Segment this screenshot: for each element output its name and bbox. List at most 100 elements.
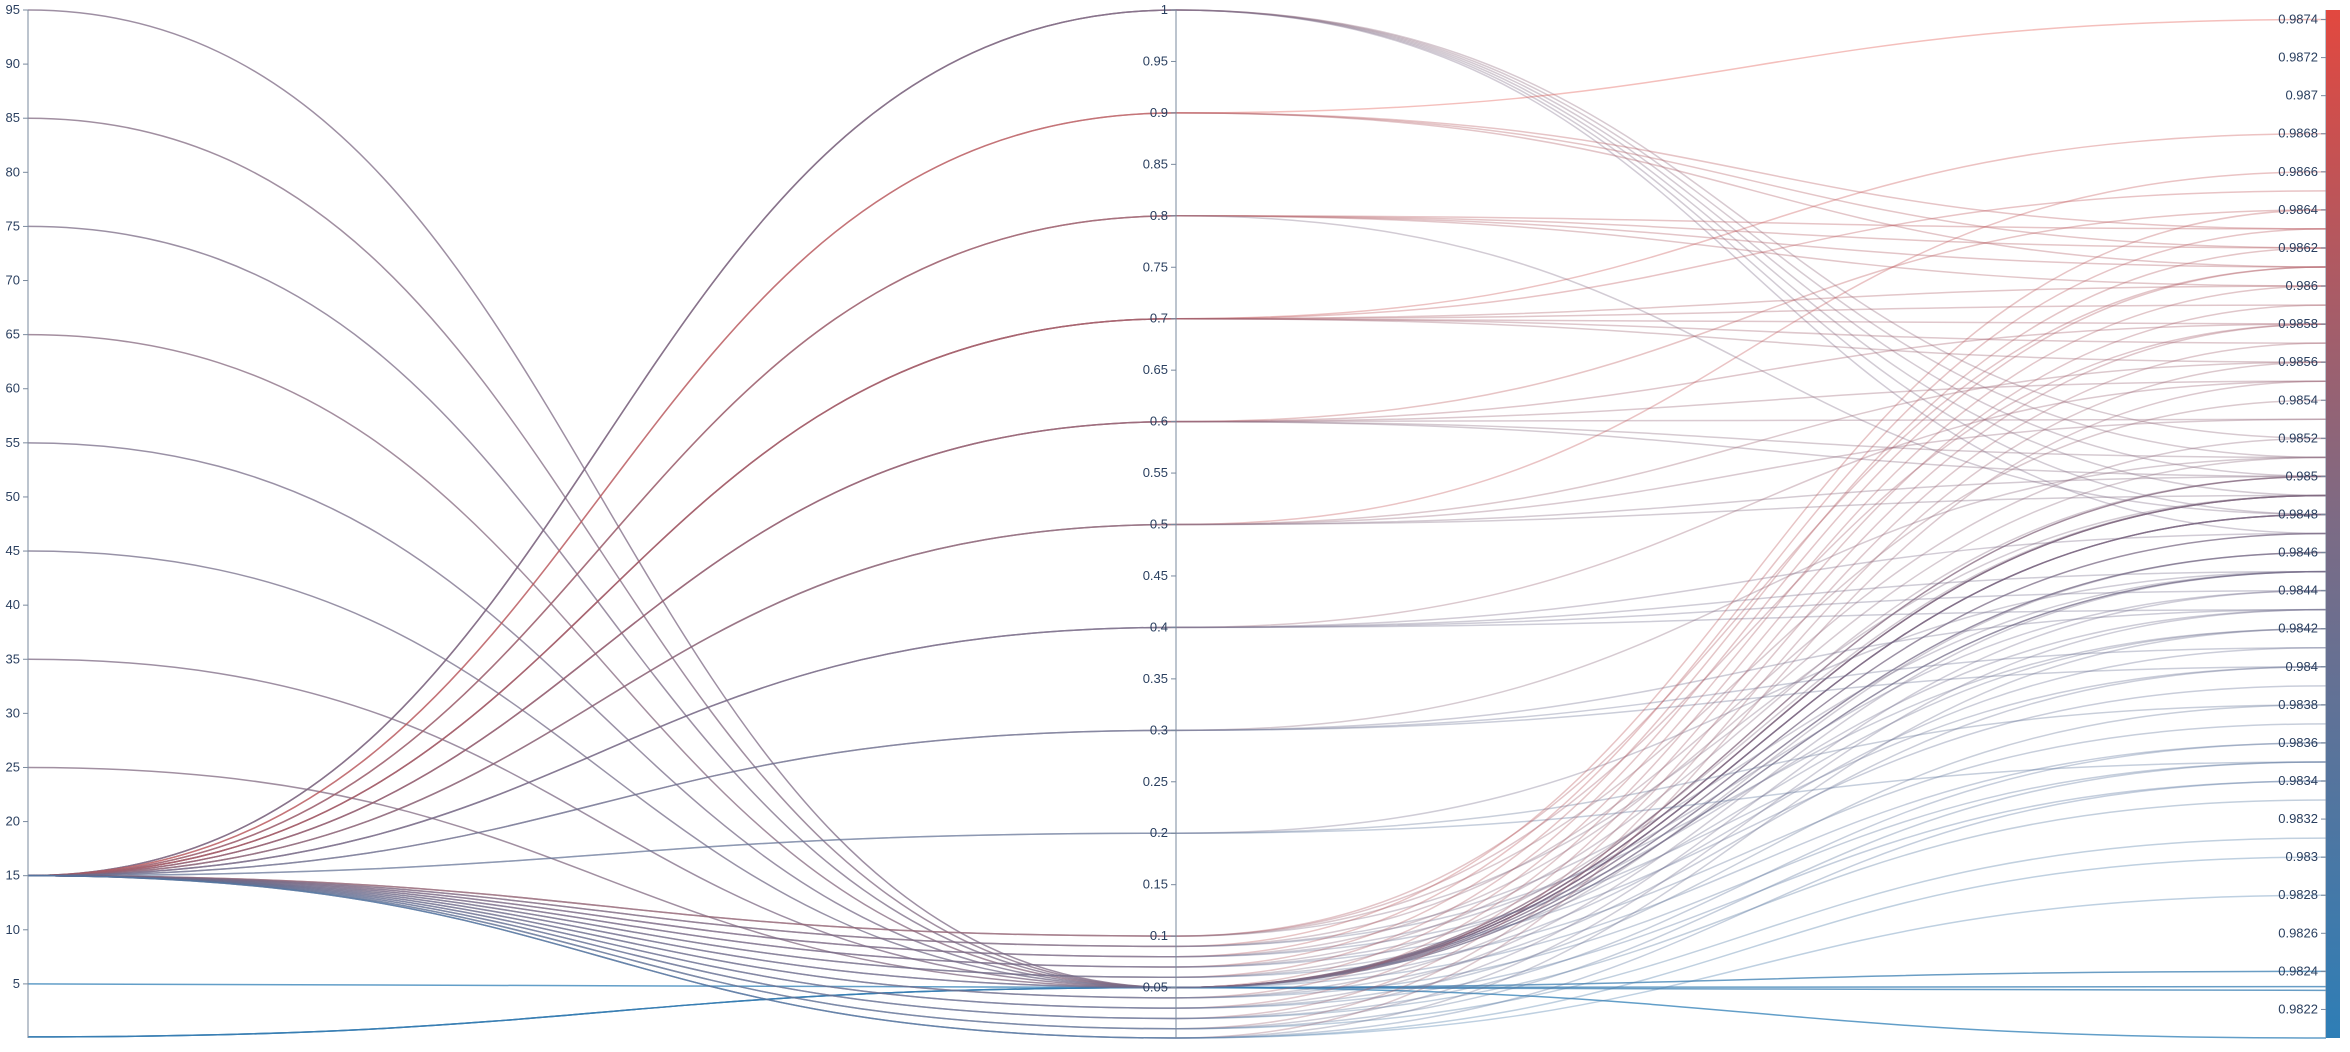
data-line-76 bbox=[27, 723, 2327, 979]
data-line-48 bbox=[27, 608, 2327, 877]
data-line-43 bbox=[27, 494, 2327, 877]
data-line-86 bbox=[27, 570, 2327, 1009]
data-line-1 bbox=[27, 117, 2327, 989]
data-line-55 bbox=[27, 704, 2327, 877]
axis-2-tick-label: 0.983 bbox=[2285, 849, 2318, 864]
axis-2-tick-label: 0.9832 bbox=[2278, 811, 2318, 826]
axis-0-tick-label: 40 bbox=[6, 597, 20, 612]
axis-2-tick-label: 0.9844 bbox=[2278, 583, 2318, 598]
axis-0-tick-label: 5 bbox=[13, 976, 20, 991]
data-line-7 bbox=[27, 494, 2327, 989]
data-line-80 bbox=[27, 742, 2327, 989]
data-line-94 bbox=[27, 608, 2327, 1030]
data-line-39 bbox=[27, 323, 2327, 877]
data-line-73 bbox=[27, 266, 2327, 979]
axis-0-tick-label: 30 bbox=[6, 705, 20, 720]
data-line-36 bbox=[27, 418, 2327, 877]
axis-0-tick-label: 50 bbox=[6, 489, 20, 504]
axis-2-tick-label: 0.9842 bbox=[2278, 621, 2318, 636]
data-line-25 bbox=[27, 215, 2327, 877]
data-line-23 bbox=[27, 215, 2327, 877]
data-line-12 bbox=[27, 9, 2327, 877]
axis-2-tick-label: 0.984 bbox=[2285, 659, 2318, 674]
data-line-44 bbox=[27, 475, 2327, 877]
axis-0-tick-label: 10 bbox=[6, 922, 20, 937]
axis-2-tick-label: 0.9858 bbox=[2278, 316, 2318, 331]
data-line-71 bbox=[27, 608, 2327, 968]
data-line-77 bbox=[27, 285, 2327, 989]
data-line-33 bbox=[27, 317, 2327, 877]
data-line-58 bbox=[27, 323, 2327, 937]
axis-1-tick-label: 0.2 bbox=[1150, 825, 1168, 840]
axes: 5 10 15 20 25 30 35 40 45 50 55 60 65 70 75 80 85 90 95 0.0… bbox=[6, 2, 2327, 1038]
axis-2-tick-label: 0.987 bbox=[2285, 88, 2318, 103]
axis-0-tick-label: 90 bbox=[6, 56, 20, 71]
data-line-17 bbox=[27, 9, 2327, 877]
data-line-84 bbox=[27, 761, 2327, 999]
data-line-26 bbox=[27, 215, 2327, 877]
axis-2-tick-label: 0.9852 bbox=[2278, 430, 2318, 445]
data-line-67 bbox=[27, 589, 2327, 958]
data-line-63 bbox=[27, 570, 2327, 948]
data-line-0 bbox=[27, 9, 2327, 989]
axis-2-tick-label: 0.9874 bbox=[2278, 12, 2318, 27]
data-line-70 bbox=[27, 475, 2327, 968]
axis-2-tick-label: 0.9848 bbox=[2278, 506, 2318, 521]
data-line-22 bbox=[27, 215, 2327, 877]
axis-2-tick-label: 0.985 bbox=[2285, 468, 2318, 483]
data-line-62 bbox=[27, 437, 2327, 948]
axis-0-tick-label: 60 bbox=[6, 381, 20, 396]
data-line-81 bbox=[27, 304, 2327, 999]
axis-1-tick-label: 0.65 bbox=[1143, 362, 1168, 377]
data-line-42 bbox=[27, 418, 2327, 877]
data-line-98 bbox=[27, 627, 2327, 1039]
axis-0-tick-label: 45 bbox=[6, 543, 20, 558]
axis-0-tick-label: 95 bbox=[6, 2, 20, 17]
axis-1-tick-label: 0.15 bbox=[1143, 877, 1168, 892]
data-line-69 bbox=[27, 247, 2327, 968]
axis-2-tick-label: 0.9856 bbox=[2278, 354, 2318, 369]
axis-2-tick-label: 0.9854 bbox=[2278, 392, 2318, 407]
data-line-37 bbox=[27, 420, 2327, 877]
data-line-20 bbox=[27, 112, 2327, 877]
colorbar-strip bbox=[2326, 10, 2340, 1038]
data-line-24 bbox=[27, 215, 2327, 877]
data-line-64 bbox=[27, 627, 2327, 948]
data-line-97 bbox=[27, 380, 2327, 1039]
axis-2-tick-label: 0.9846 bbox=[2278, 545, 2318, 560]
axis-1-tick-label: 0.7 bbox=[1150, 311, 1168, 326]
data-line-85 bbox=[27, 323, 2327, 1009]
axis-2-tick-label: 0.9828 bbox=[2278, 887, 2318, 902]
axis-1-tick-label: 0.35 bbox=[1143, 671, 1168, 686]
data-line-49 bbox=[27, 532, 2327, 877]
axis-1-tick-label: 0.75 bbox=[1143, 259, 1168, 274]
axis-1-tick-label: 0.95 bbox=[1143, 53, 1168, 68]
data-line-6 bbox=[27, 513, 2327, 989]
data-line-87 bbox=[27, 704, 2327, 1009]
axis-0-tick-label: 35 bbox=[6, 651, 20, 666]
data-line-88 bbox=[27, 780, 2327, 1009]
data-line-31 bbox=[27, 285, 2327, 877]
data-line-57 bbox=[27, 266, 2327, 937]
data-line-53 bbox=[27, 666, 2327, 877]
data-line-46 bbox=[27, 570, 2327, 877]
axis-0-tick-label: 55 bbox=[6, 435, 20, 450]
data-line-100 bbox=[27, 856, 2327, 1039]
data-line-21 bbox=[27, 112, 2327, 877]
data-line-14 bbox=[27, 9, 2327, 877]
axis-1-tick-label: 0.55 bbox=[1143, 465, 1168, 480]
data-line-18 bbox=[27, 18, 2327, 877]
data-line-60 bbox=[27, 494, 2327, 937]
axis-2-tick-label: 0.9822 bbox=[2278, 1001, 2318, 1016]
axis-1-tick-label: 0.9 bbox=[1150, 105, 1168, 120]
data-lines bbox=[27, 9, 2327, 1039]
axis-2-tick-label: 0.9824 bbox=[2278, 963, 2318, 978]
data-line-9 bbox=[27, 970, 2327, 1038]
data-line-99 bbox=[27, 780, 2327, 1039]
axis-1-tick-label: 0.5 bbox=[1150, 517, 1168, 532]
axis-1-tick-label: 0.6 bbox=[1150, 414, 1168, 429]
axis-1-tick-label: 0.45 bbox=[1143, 568, 1168, 583]
data-line-27 bbox=[27, 132, 2327, 877]
data-line-35 bbox=[27, 380, 2327, 877]
axis-0-tick-label: 80 bbox=[6, 164, 20, 179]
